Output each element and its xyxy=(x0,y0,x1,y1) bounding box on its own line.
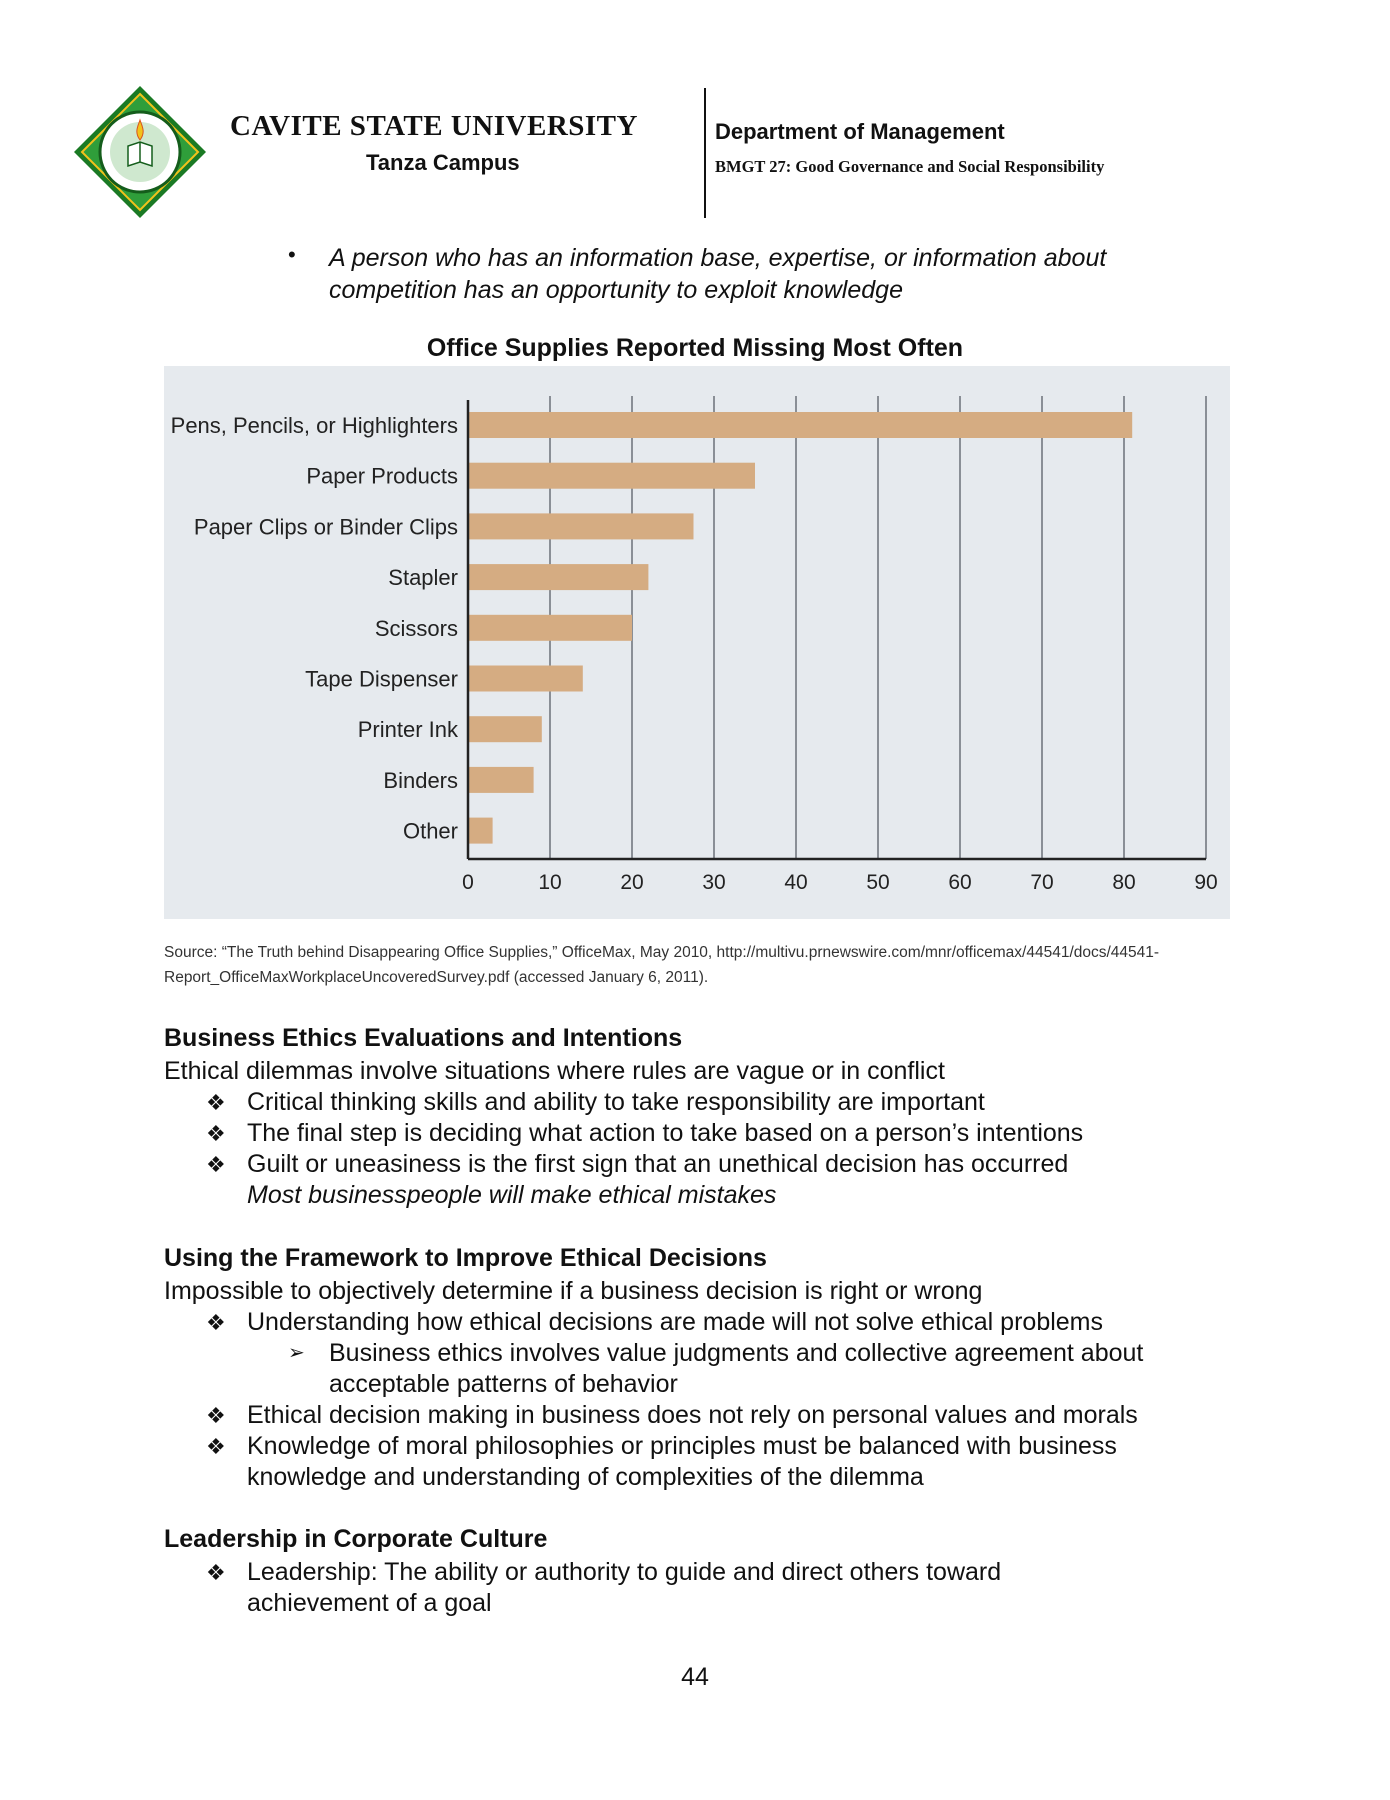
chart-source: Source: “The Truth behind Disappearing O… xyxy=(164,940,1230,990)
x-tick-label: 10 xyxy=(538,871,561,894)
bar xyxy=(468,513,694,540)
chart-source-line-1: Source: “The Truth behind Disappearing O… xyxy=(164,944,1160,961)
course-title: BMGT 27: Good Governance and Social Resp… xyxy=(715,157,1105,176)
page-number: 44 xyxy=(681,1663,709,1691)
chart-title: Office Supplies Reported Missing Most Of… xyxy=(426,334,964,362)
bar xyxy=(468,716,542,743)
list-item: Knowledge of moral philosophies or princ… xyxy=(247,1432,1117,1491)
diamond-bullet-icon: ❖ xyxy=(206,1121,226,1146)
bar xyxy=(468,614,632,641)
x-tick-label: 20 xyxy=(620,871,643,894)
section-heading-framework: Using the Framework to Improve Ethical D… xyxy=(164,1244,767,1272)
category-label: Other xyxy=(403,819,458,844)
bar xyxy=(468,817,493,844)
x-tick-label: 90 xyxy=(1194,871,1217,894)
list-item: The final step is deciding what action t… xyxy=(247,1119,1084,1147)
x-tick-label: 60 xyxy=(948,871,971,894)
bar-chart: Pens, Pencils, or Highlighters Paper Prod… xyxy=(164,366,1230,919)
list-item: Critical thinking skills and ability to … xyxy=(247,1088,985,1116)
list-item: Guilt or uneasiness is the first sign th… xyxy=(247,1150,1069,1178)
list-item: Ethical decision making in business does… xyxy=(247,1401,1138,1429)
intro-bullet-text: A person who has an information base, ex… xyxy=(329,244,1107,304)
x-tick-label: 30 xyxy=(702,871,725,894)
diamond-bullet-icon: ❖ xyxy=(206,1560,226,1585)
x-tick-label: 70 xyxy=(1030,871,1053,894)
italic-note: Most businesspeople will make ethical mi… xyxy=(247,1181,777,1209)
arrow-bullet-icon: ➢ xyxy=(288,1342,305,1364)
section-intro: Ethical dilemmas involve situations wher… xyxy=(164,1057,945,1085)
category-label: Paper Clips or Binder Clips xyxy=(194,514,458,539)
category-label: Paper Products xyxy=(306,464,458,489)
bar-chart-svg: Pens, Pencils, or Highlighters Paper Prod… xyxy=(171,396,1218,894)
bar xyxy=(468,564,649,591)
category-label: Binders xyxy=(383,768,458,793)
university-seal-icon xyxy=(72,84,208,220)
sub-list-item: Business ethics involves value judgments… xyxy=(329,1339,1144,1398)
bar xyxy=(468,462,755,489)
diamond-bullet-icon: ❖ xyxy=(206,1434,226,1459)
category-label: Printer Ink xyxy=(358,717,459,742)
diamond-bullet-icon: ❖ xyxy=(206,1403,226,1428)
section-intro: Impossible to objectively determine if a… xyxy=(164,1277,983,1305)
x-tick-label: 50 xyxy=(866,871,889,894)
diamond-bullet-icon: ❖ xyxy=(206,1090,226,1115)
bar xyxy=(468,665,583,692)
university-name: CAVITE STATE UNIVERSITY xyxy=(230,110,638,142)
list-item: Understanding how ethical decisions are … xyxy=(247,1308,1104,1336)
bar xyxy=(468,766,534,793)
campus-name: Tanza Campus xyxy=(366,150,520,175)
category-label: Pens, Pencils, or Highlighters xyxy=(171,413,458,438)
diamond-bullet-icon: ❖ xyxy=(206,1310,226,1335)
department-name: Department of Management xyxy=(715,119,1005,144)
x-tick-label: 40 xyxy=(784,871,807,894)
category-label: Stapler xyxy=(388,565,458,590)
category-label: Scissors xyxy=(375,616,458,641)
chart-source-line-2: Report_OfficeMaxWorkplaceUncoveredSurvey… xyxy=(164,969,709,986)
section-heading-ethics-evaluations: Business Ethics Evaluations and Intentio… xyxy=(164,1024,683,1052)
category-label: Tape Dispenser xyxy=(305,667,458,692)
x-tick-label: 80 xyxy=(1112,871,1135,894)
diamond-bullet-icon: ❖ xyxy=(206,1152,226,1177)
section-heading-leadership: Leadership in Corporate Culture xyxy=(164,1525,548,1553)
x-tick-label: 0 xyxy=(462,871,474,894)
bullet-dot: • xyxy=(288,242,296,267)
list-item: Leadership: The ability or authority to … xyxy=(247,1558,1002,1617)
bar xyxy=(468,412,1133,438)
header-divider xyxy=(704,88,706,218)
